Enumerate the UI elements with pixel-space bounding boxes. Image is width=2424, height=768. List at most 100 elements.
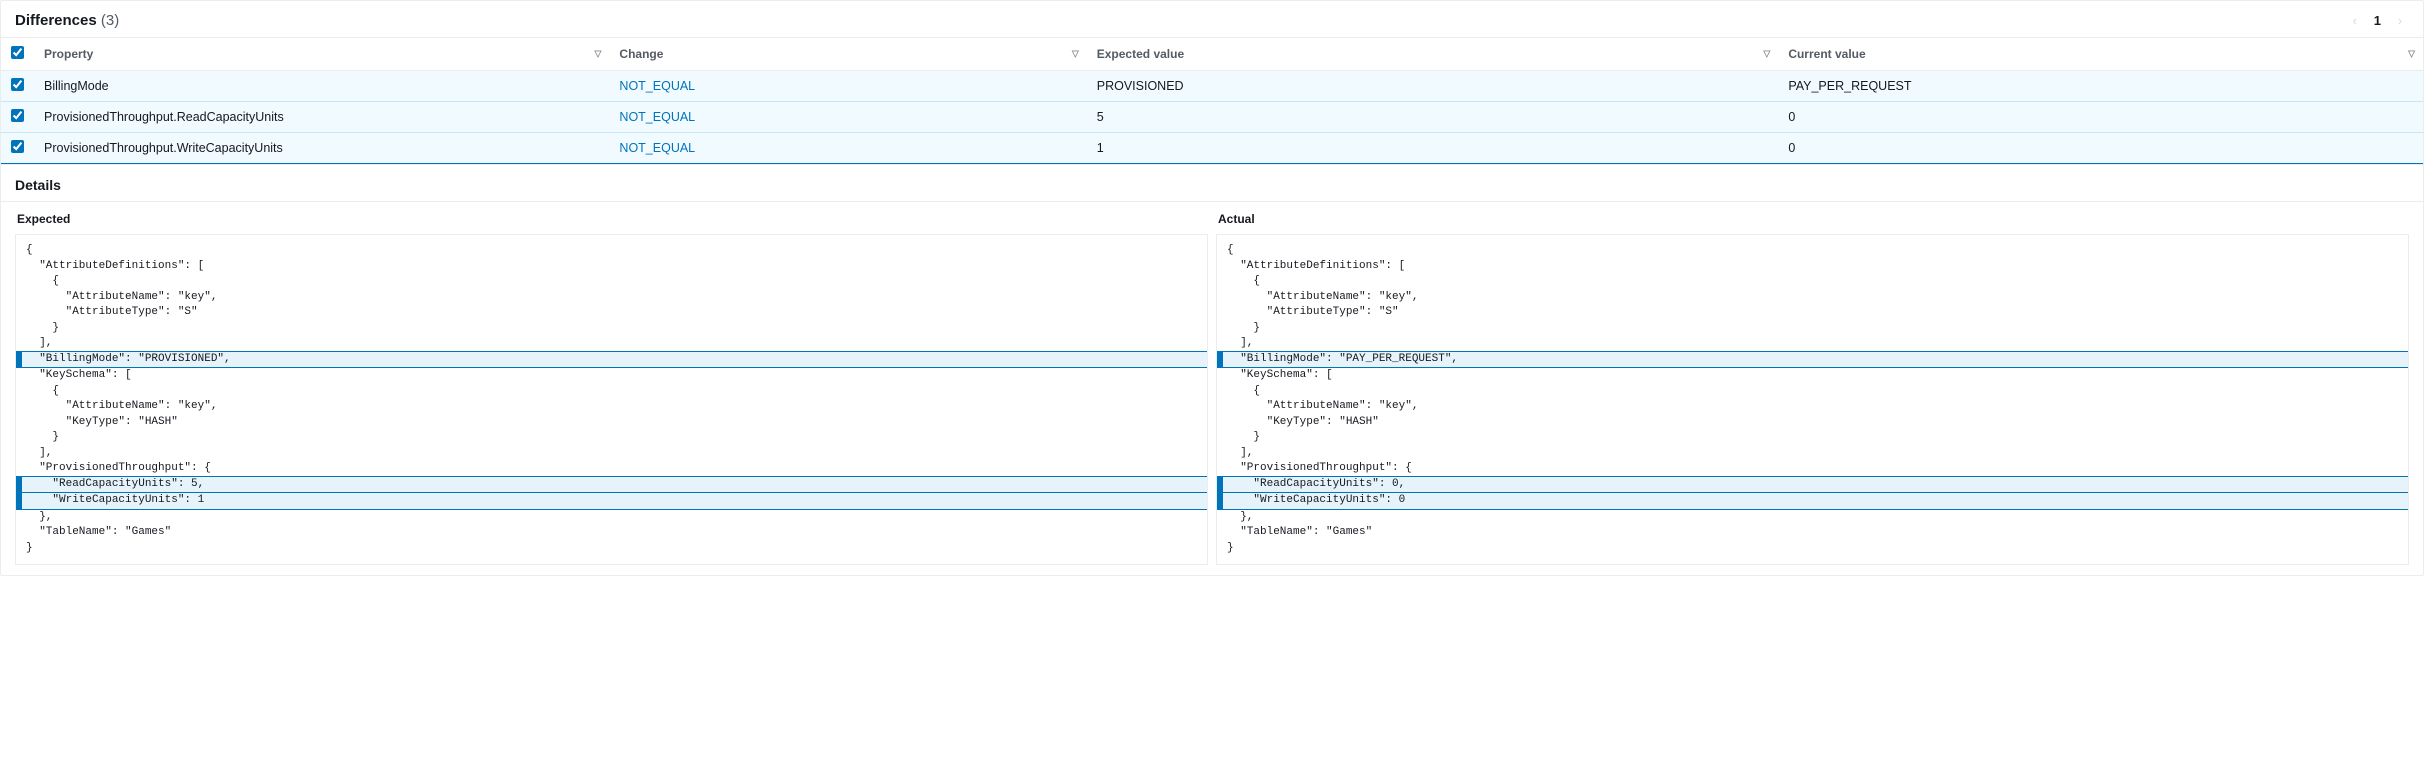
row-change[interactable]: NOT_EQUAL: [609, 71, 1086, 102]
diff-gutter: [1217, 368, 1223, 384]
code-line: "TableName": "Games": [1217, 525, 2408, 541]
diff-gutter: [1217, 446, 1223, 462]
filter-icon[interactable]: ▽: [2408, 49, 2415, 60]
diff-gutter: [1217, 510, 1223, 526]
diff-gutter: [16, 493, 22, 509]
diff-gutter: [1217, 352, 1223, 368]
diff-gutter: [16, 415, 22, 431]
code-line: },: [1217, 510, 2408, 526]
diff-gutter: [1217, 259, 1223, 275]
row-checkbox[interactable]: [11, 78, 24, 91]
table-row[interactable]: BillingModeNOT_EQUALPROVISIONEDPAY_PER_R…: [1, 71, 2423, 102]
differences-header: Differences (3) ‹ 1 ›: [1, 1, 2423, 37]
code-text: {: [26, 384, 59, 400]
code-line: "KeyType": "HASH": [16, 415, 1207, 431]
code-line: "KeySchema": [: [1217, 368, 2408, 384]
code-line: ],: [1217, 336, 2408, 352]
diff-gutter: [1217, 305, 1223, 321]
diff-gutter: [1217, 384, 1223, 400]
filter-icon[interactable]: ▽: [1072, 49, 1079, 60]
details-title: Details: [1, 164, 2423, 201]
code-line: ],: [16, 446, 1207, 462]
code-line: "AttributeType": "S": [16, 305, 1207, 321]
code-text: "AttributeDefinitions": [: [1227, 259, 1405, 275]
code-line: }: [16, 430, 1207, 446]
code-text: "WriteCapacityUnits": 0: [1227, 493, 1405, 509]
diff-gutter: [1217, 243, 1223, 259]
code-line: "AttributeName": "key",: [1217, 290, 2408, 306]
row-checkbox[interactable]: [11, 109, 24, 122]
row-current: 0: [1778, 133, 2423, 164]
diff-gutter: [16, 336, 22, 352]
code-line: {: [16, 274, 1207, 290]
col-change[interactable]: Change ▽: [609, 38, 1086, 71]
row-current: PAY_PER_REQUEST: [1778, 71, 2423, 102]
code-text: "KeyType": "HASH": [1227, 415, 1379, 431]
diff-gutter: [1217, 415, 1223, 431]
diff-gutter: [16, 321, 22, 337]
code-line: ],: [1217, 446, 2408, 462]
code-line: ],: [16, 336, 1207, 352]
code-text: "WriteCapacityUnits": 1: [26, 493, 204, 509]
col-property[interactable]: Property ▽: [34, 38, 609, 71]
code-line: "AttributeDefinitions": [: [16, 259, 1207, 275]
code-line: "ProvisionedThroughput": {: [1217, 461, 2408, 477]
code-text: "AttributeType": "S": [1227, 305, 1399, 321]
row-change[interactable]: NOT_EQUAL: [609, 133, 1086, 164]
code-text: "AttributeName": "key",: [1227, 399, 1418, 415]
expected-label: Expected: [15, 208, 1208, 234]
diff-gutter: [16, 274, 22, 290]
code-line: "ProvisionedThroughput": {: [16, 461, 1207, 477]
col-current[interactable]: Current value ▽: [1778, 38, 2423, 71]
row-change[interactable]: NOT_EQUAL: [609, 102, 1086, 133]
row-property: ProvisionedThroughput.WriteCapacityUnits: [34, 133, 609, 164]
pager-next-icon[interactable]: ›: [2391, 11, 2409, 29]
code-text: {: [1227, 384, 1260, 400]
filter-icon[interactable]: ▽: [595, 49, 602, 60]
col-expected[interactable]: Expected value ▽: [1087, 38, 1779, 71]
code-line: }: [1217, 541, 2408, 557]
table-row[interactable]: ProvisionedThroughput.WriteCapacityUnits…: [1, 133, 2423, 164]
code-line: "KeyType": "HASH": [1217, 415, 2408, 431]
row-checkbox[interactable]: [11, 140, 24, 153]
code-line: "AttributeType": "S": [1217, 305, 2408, 321]
pager-prev-icon[interactable]: ‹: [2346, 11, 2364, 29]
diff-gutter: [16, 384, 22, 400]
select-all-header: [1, 38, 34, 71]
pager: ‹ 1 ›: [2346, 11, 2409, 29]
filter-icon[interactable]: ▽: [1763, 49, 1770, 60]
code-text: "BillingMode": "PAY_PER_REQUEST",: [1227, 352, 1458, 368]
row-property: ProvisionedThroughput.ReadCapacityUnits: [34, 102, 609, 133]
actual-code: { "AttributeDefinitions": [ { "Attribute…: [1216, 234, 2409, 565]
code-text: ],: [26, 336, 52, 352]
row-checkbox-cell: [1, 71, 34, 102]
actual-pane: Actual { "AttributeDefinitions": [ { "At…: [1212, 208, 2413, 565]
code-line: "BillingMode": "PROVISIONED",: [16, 351, 1207, 369]
diff-gutter: [1217, 290, 1223, 306]
diff-gutter: [1217, 541, 1223, 557]
diff-gutter: [1217, 321, 1223, 337]
code-text: "TableName": "Games": [1227, 525, 1372, 541]
diff-gutter: [16, 477, 22, 493]
actual-label: Actual: [1216, 208, 2409, 234]
differences-title: Differences (3): [15, 12, 119, 29]
diff-gutter: [1217, 461, 1223, 477]
table-row[interactable]: ProvisionedThroughput.ReadCapacityUnitsN…: [1, 102, 2423, 133]
select-all-checkbox[interactable]: [11, 46, 24, 59]
diff-gutter: [16, 461, 22, 477]
expected-pane: Expected { "AttributeDefinitions": [ { "…: [11, 208, 1212, 565]
code-text: "KeySchema": [: [1227, 368, 1333, 384]
row-property: BillingMode: [34, 71, 609, 102]
code-text: "AttributeType": "S": [26, 305, 198, 321]
code-text: },: [1227, 510, 1253, 526]
code-text: }: [26, 321, 59, 337]
diff-gutter: [16, 352, 22, 368]
code-text: ],: [1227, 446, 1253, 462]
code-line: }: [16, 541, 1207, 557]
row-checkbox-cell: [1, 133, 34, 164]
code-line: "BillingMode": "PAY_PER_REQUEST",: [1217, 351, 2408, 369]
row-expected: 5: [1087, 102, 1779, 133]
code-line: {: [16, 243, 1207, 259]
code-text: "TableName": "Games": [26, 525, 171, 541]
col-change-label: Change: [619, 47, 663, 61]
